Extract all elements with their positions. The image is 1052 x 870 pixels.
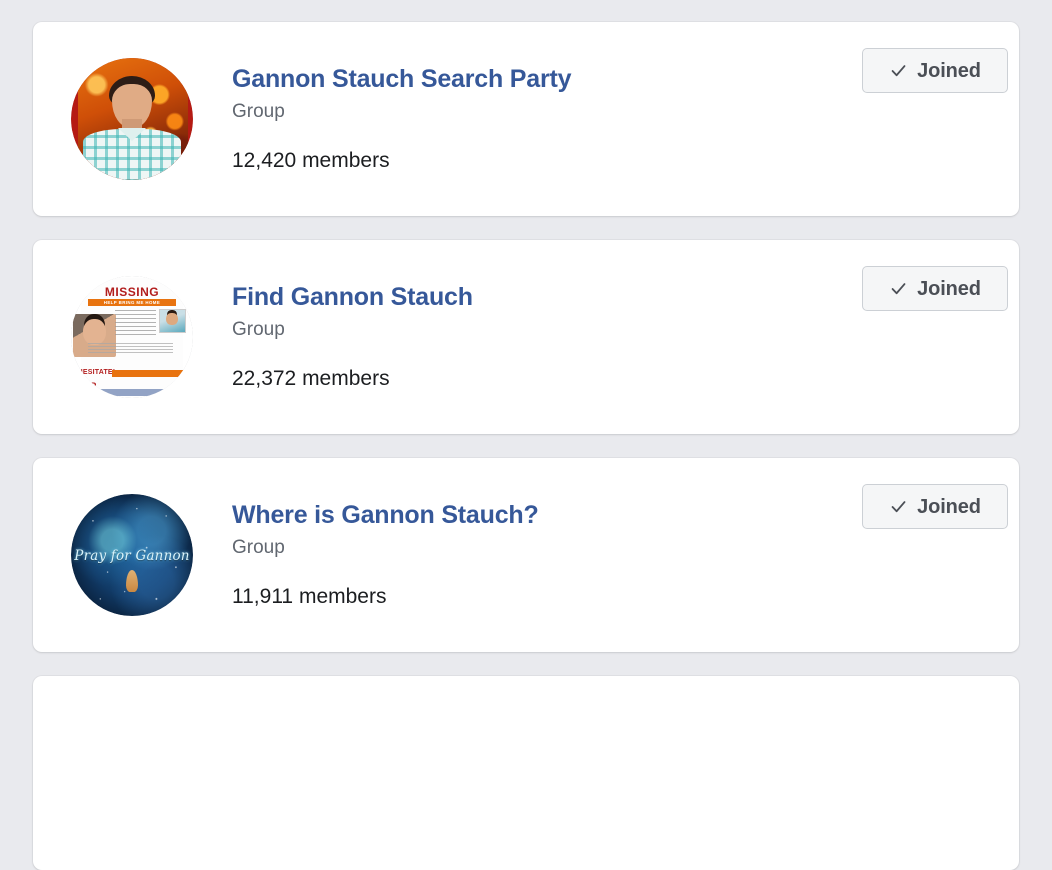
group-info: Gannon Stauch Search Party Group 12,420 … — [193, 64, 1008, 175]
check-icon — [891, 501, 906, 513]
group-info: Find Gannon Stauch Group 22,372 members — [193, 282, 1008, 393]
poster-footer-left: T HESITATE! — [71, 369, 193, 384]
joined-button-label: Joined — [917, 495, 981, 518]
group-info: Where is Gannon Stauch? Group 11,911 mem… — [193, 500, 1008, 611]
avatar-overlay-text: Pray for Gannon — [74, 547, 190, 564]
group-avatar[interactable]: MISSING HELP BRING ME HOME T HESITATE! 1… — [71, 276, 193, 398]
praying-hands-icon — [126, 569, 138, 592]
group-avatar[interactable]: Pray for Gannon — [71, 494, 193, 616]
group-result-card[interactable]: Pray for Gannon Where is Gannon Stauch? … — [33, 458, 1019, 652]
avatar-image-boy-portrait — [71, 58, 193, 180]
group-member-count: 22,372 members — [232, 366, 390, 390]
group-avatar[interactable] — [71, 58, 193, 180]
poster-headline: MISSING — [104, 284, 160, 299]
group-result-card[interactable]: Gannon Stauch Search Party Group 12,420 … — [33, 22, 1019, 216]
joined-button[interactable]: Joined — [862, 48, 1008, 93]
avatar-image-missing-poster: MISSING HELP BRING ME HOME T HESITATE! 1… — [71, 276, 193, 398]
group-type-label: Group — [232, 318, 285, 340]
group-type-label: Group — [232, 536, 285, 558]
group-title-link[interactable]: Where is Gannon Stauch? — [232, 500, 539, 529]
group-type-label: Group — [232, 100, 285, 122]
joined-button[interactable]: Joined — [862, 484, 1008, 529]
group-member-count: 12,420 members — [232, 148, 390, 172]
group-title-link[interactable]: Find Gannon Stauch — [232, 282, 473, 311]
group-result-card-partial[interactable] — [33, 676, 1019, 870]
joined-button[interactable]: Joined — [862, 266, 1008, 311]
group-result-card[interactable]: MISSING HELP BRING ME HOME T HESITATE! 1… — [33, 240, 1019, 434]
joined-button-label: Joined — [917, 277, 981, 300]
group-member-count: 11,911 members — [232, 584, 387, 608]
check-icon — [891, 283, 906, 295]
group-title-link[interactable]: Gannon Stauch Search Party — [232, 64, 572, 93]
check-icon — [891, 65, 906, 77]
poster-footer-number: 11 OR — [71, 380, 97, 391]
poster-subheadline: HELP BRING ME HOME — [88, 299, 176, 307]
joined-button-label: Joined — [917, 59, 981, 82]
avatar-image-galaxy-pray: Pray for Gannon — [71, 494, 193, 616]
